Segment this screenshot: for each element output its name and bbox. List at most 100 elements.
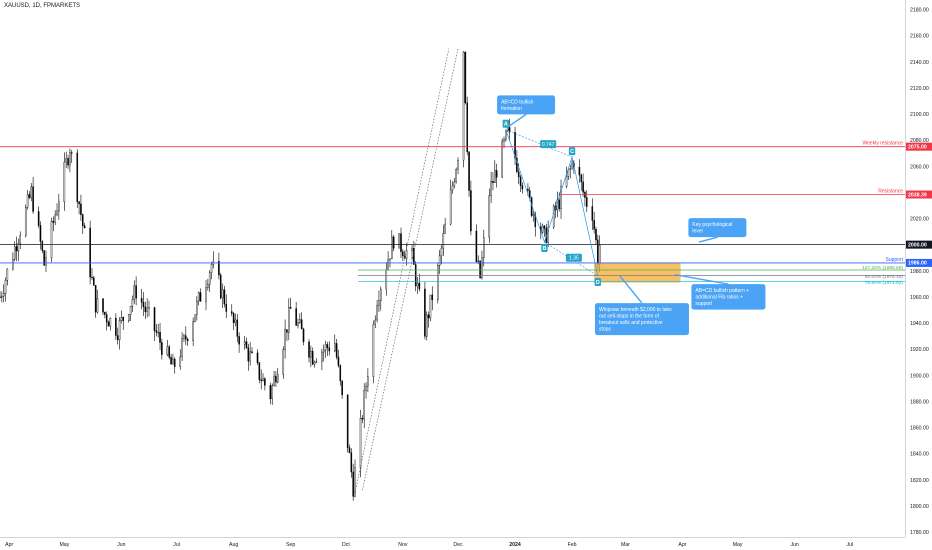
price-tag-text: 2038.39	[908, 192, 927, 198]
candle	[15, 236, 18, 262]
candle	[144, 301, 147, 320]
level-price-tag: 2000.00	[906, 240, 932, 249]
candle	[166, 339, 169, 357]
candle-down	[199, 292, 202, 302]
candle-down	[578, 167, 581, 176]
candle	[449, 179, 452, 226]
price-tick-label: 2060.00	[910, 164, 929, 170]
candles	[0, 50, 601, 501]
candle-up	[54, 214, 56, 223]
candle	[258, 362, 261, 384]
price-tag-bg	[906, 190, 932, 199]
candle	[335, 339, 338, 360]
candle-up	[65, 158, 67, 163]
price-tick-label: 1820.00	[910, 478, 929, 484]
candle-down	[269, 385, 272, 400]
candle-down	[464, 51, 467, 104]
candle	[376, 300, 378, 323]
candle-down	[543, 225, 546, 229]
candle-up	[271, 385, 274, 400]
candle	[595, 226, 597, 245]
candle-up	[30, 186, 33, 198]
candle	[170, 353, 172, 365]
candle-up	[194, 314, 196, 322]
candle-down	[302, 328, 305, 343]
candle-down	[346, 394, 349, 448]
candle-down	[159, 331, 161, 343]
candle-up	[109, 318, 112, 327]
candle-up	[547, 226, 549, 243]
candle	[179, 349, 182, 370]
candle	[308, 339, 310, 363]
price-tick-label: 1920.00	[910, 347, 929, 353]
candle	[17, 238, 20, 261]
candle-up	[196, 300, 198, 315]
abcd-point-d: D	[594, 277, 602, 286]
candle	[256, 349, 259, 366]
candle-down	[142, 301, 145, 308]
candle	[350, 448, 353, 478]
candle-down	[82, 214, 84, 226]
candle	[334, 334, 336, 353]
candle	[80, 194, 82, 221]
callout-text: Key psychological level	[692, 222, 732, 235]
abcd-ratio-tag: 0.747	[540, 140, 557, 149]
callout-text: Whipsaw beneath $2,000 to take out sell-s…	[599, 307, 672, 333]
candle-down	[122, 316, 125, 321]
candle	[363, 383, 365, 429]
candle	[148, 300, 150, 317]
candle	[455, 167, 457, 184]
time-tick-label: Apr	[678, 542, 686, 548]
candle-up	[166, 346, 169, 355]
candle	[328, 341, 331, 356]
candle-up	[372, 323, 375, 377]
candle	[490, 171, 492, 203]
candle-down	[168, 346, 170, 358]
candle	[135, 276, 137, 306]
callout-pointer	[698, 236, 718, 243]
candle-up	[4, 280, 7, 294]
candle-up	[313, 361, 316, 365]
candle	[26, 189, 29, 210]
abcd-label-bg	[594, 277, 602, 286]
candle	[260, 369, 262, 390]
candle-up	[17, 243, 20, 252]
candle	[337, 349, 340, 368]
candle	[440, 245, 443, 265]
candle-up	[26, 194, 29, 208]
candle	[52, 216, 55, 232]
candle-up	[438, 255, 441, 266]
candle-down	[519, 176, 522, 186]
callout-bg	[688, 218, 747, 238]
candle	[6, 268, 9, 286]
candle-down	[593, 220, 595, 230]
candle	[104, 311, 106, 319]
candle-up	[481, 257, 483, 278]
candle-down	[466, 102, 468, 153]
candle	[236, 314, 239, 343]
abcd-label-bg	[541, 244, 548, 253]
candle	[378, 290, 380, 312]
price-tick-label: 1800.00	[910, 504, 929, 510]
price-axis-panel	[905, 0, 932, 550]
candle	[427, 311, 430, 328]
candle	[56, 203, 58, 217]
callout-bg	[691, 284, 766, 310]
candle	[372, 320, 375, 384]
candle-up	[483, 237, 485, 258]
candle	[444, 217, 446, 234]
candle-down	[492, 181, 494, 184]
candle-down	[115, 318, 117, 336]
candle-down	[311, 350, 314, 365]
candle-down	[94, 285, 97, 313]
candle-down	[258, 362, 261, 380]
candle	[70, 149, 73, 163]
candle	[54, 210, 56, 226]
candle-down	[144, 306, 147, 312]
price-tick-label: 1940.00	[910, 321, 929, 327]
candle-down	[528, 190, 531, 198]
candle	[286, 329, 288, 342]
channel-line	[354, 48, 450, 493]
candle	[530, 196, 533, 218]
